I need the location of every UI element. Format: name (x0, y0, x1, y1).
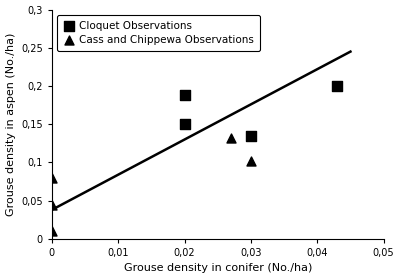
Cass and Chippewa Observations (228, 136, 234, 140)
Cloquet Observations (181, 93, 188, 97)
Cass and Chippewa Observations (49, 229, 55, 234)
Cloquet Observations (248, 133, 254, 138)
Y-axis label: Grouse density in aspen (No./ha): Grouse density in aspen (No./ha) (6, 33, 16, 216)
Cass and Chippewa Observations (248, 159, 254, 163)
Cass and Chippewa Observations (49, 175, 55, 180)
X-axis label: Grouse density in conifer (No./ha): Grouse density in conifer (No./ha) (124, 263, 312, 273)
Cloquet Observations (181, 122, 188, 126)
Cass and Chippewa Observations (49, 203, 55, 208)
Legend: Cloquet Observations, Cass and Chippewa Observations: Cloquet Observations, Cass and Chippewa … (57, 15, 260, 51)
Cloquet Observations (334, 84, 340, 88)
